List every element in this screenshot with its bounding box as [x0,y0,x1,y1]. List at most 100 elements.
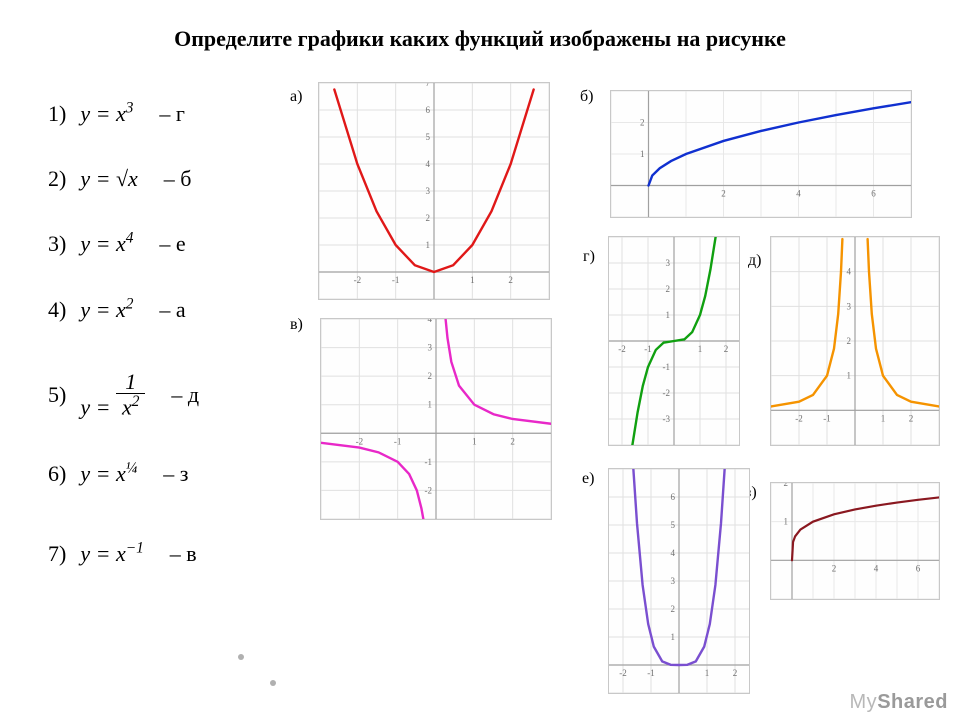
svg-text:2: 2 [784,483,789,488]
svg-text:2: 2 [508,275,513,285]
chart-label-d: д) [748,252,761,270]
svg-text:-2: -2 [425,485,433,495]
chart-v: -2 -1 1 2 -2 -1 1 2 3 4 [320,318,552,520]
equation-number: 4) [48,297,66,323]
svg-text:-1: -1 [425,457,433,467]
equation-answer: – д [171,382,199,408]
equation-answer: – а [159,297,185,323]
svg-text:5: 5 [426,132,431,142]
svg-text:6: 6 [671,492,676,502]
chart-a: -2 -1 1 2 1 2 3 4 5 6 7 [318,82,550,300]
chart-d: -2 -1 1 2 1 2 3 4 [770,236,940,446]
equation-answer: – е [159,231,185,257]
equation-expr: y = x¼ [80,460,137,487]
equation-expr: y = x2 [80,296,133,323]
svg-text:-2: -2 [795,413,803,423]
svg-text:4: 4 [847,267,852,277]
svg-text:1: 1 [671,632,676,642]
svg-text:3: 3 [666,258,671,268]
equation-expr: y = x−1 [80,540,143,567]
chart-label-b: б) [580,88,593,106]
svg-text:4: 4 [426,159,431,169]
svg-text:2: 2 [721,189,726,199]
svg-text:4: 4 [874,563,879,573]
svg-text:2: 2 [671,604,676,614]
svg-text:-2: -2 [356,436,364,446]
chart-label-e: е) [582,470,594,488]
svg-text:2: 2 [832,563,837,573]
svg-text:-1: -1 [823,413,831,423]
equation-row: 3) y = x4 – е [48,230,186,257]
chart-b: 2 4 6 1 2 [610,90,912,218]
equation-expr: y = x3 [80,100,133,127]
equation-row: 2) y = √x – б [48,166,191,192]
svg-text:3: 3 [671,576,676,586]
decorative-dot [270,680,276,686]
svg-text:7: 7 [426,83,431,88]
svg-text:6: 6 [871,189,876,199]
equation-answer: – б [164,166,192,192]
equation-number: 6) [48,461,66,487]
svg-text:2: 2 [426,213,431,223]
svg-text:1: 1 [847,371,852,381]
svg-text:2: 2 [510,436,515,446]
svg-text:2: 2 [847,336,852,346]
svg-text:1: 1 [470,275,475,285]
svg-text:1: 1 [428,400,433,410]
svg-text:-1: -1 [663,362,671,372]
chart-e: -2-112123456 [608,468,750,694]
chart-label-v: в) [290,316,303,334]
svg-text:3: 3 [847,301,852,311]
svg-text:1: 1 [698,344,703,354]
svg-text:-3: -3 [663,414,671,424]
equation-expr: y = √x [80,166,137,192]
page-title: Определите графики каких функций изображ… [0,26,960,52]
equation-row: 7)y = x−1– в [48,540,197,567]
svg-text:3: 3 [428,343,433,353]
svg-text:-1: -1 [647,668,655,678]
svg-text:-2: -2 [663,388,671,398]
svg-text:1: 1 [666,310,671,320]
equation-answer: – в [170,541,197,567]
equation-row: 6) y = x¼ – з [48,460,188,487]
svg-text:1: 1 [705,668,710,678]
svg-text:-1: -1 [392,275,400,285]
svg-text:2: 2 [733,668,738,678]
equation-row: 5)y = 1x2– д [48,370,199,420]
svg-text:1: 1 [426,240,431,250]
svg-text:4: 4 [796,189,801,199]
page: { "title": {"text":"Определите графики к… [0,0,960,720]
svg-text:-2: -2 [354,275,362,285]
watermark: MyShared [850,691,948,714]
svg-text:2: 2 [909,413,914,423]
equation-number: 3) [48,231,66,257]
svg-text:2: 2 [666,284,671,294]
svg-text:2: 2 [724,344,729,354]
equation-answer: – з [163,461,188,487]
decorative-dot [238,654,244,660]
svg-text:1: 1 [784,517,789,527]
equation-number: 5) [48,382,66,408]
svg-text:1: 1 [640,149,645,159]
chart-label-a: а) [290,88,302,106]
svg-text:2: 2 [640,118,645,128]
equation-number: 2) [48,166,66,192]
equation-row: 4) y = x2 – а [48,296,186,323]
equation-number: 1) [48,101,66,127]
svg-text:1: 1 [881,413,886,423]
svg-text:1: 1 [472,436,477,446]
svg-text:6: 6 [426,105,431,115]
svg-text:6: 6 [916,563,921,573]
chart-label-g: г) [583,248,595,266]
svg-text:3: 3 [426,186,431,196]
equation-expr: y = x4 [80,230,133,257]
equation-answer: – г [159,101,185,127]
svg-text:5: 5 [671,520,676,530]
svg-text:-1: -1 [644,344,652,354]
svg-text:2: 2 [428,371,433,381]
svg-text:4: 4 [428,319,433,324]
chart-g: -2-112-3-2-1123 [608,236,740,446]
svg-text:-1: -1 [394,436,402,446]
svg-text:4: 4 [671,548,676,558]
equation-row: 1) y = x3 – г [48,100,185,127]
